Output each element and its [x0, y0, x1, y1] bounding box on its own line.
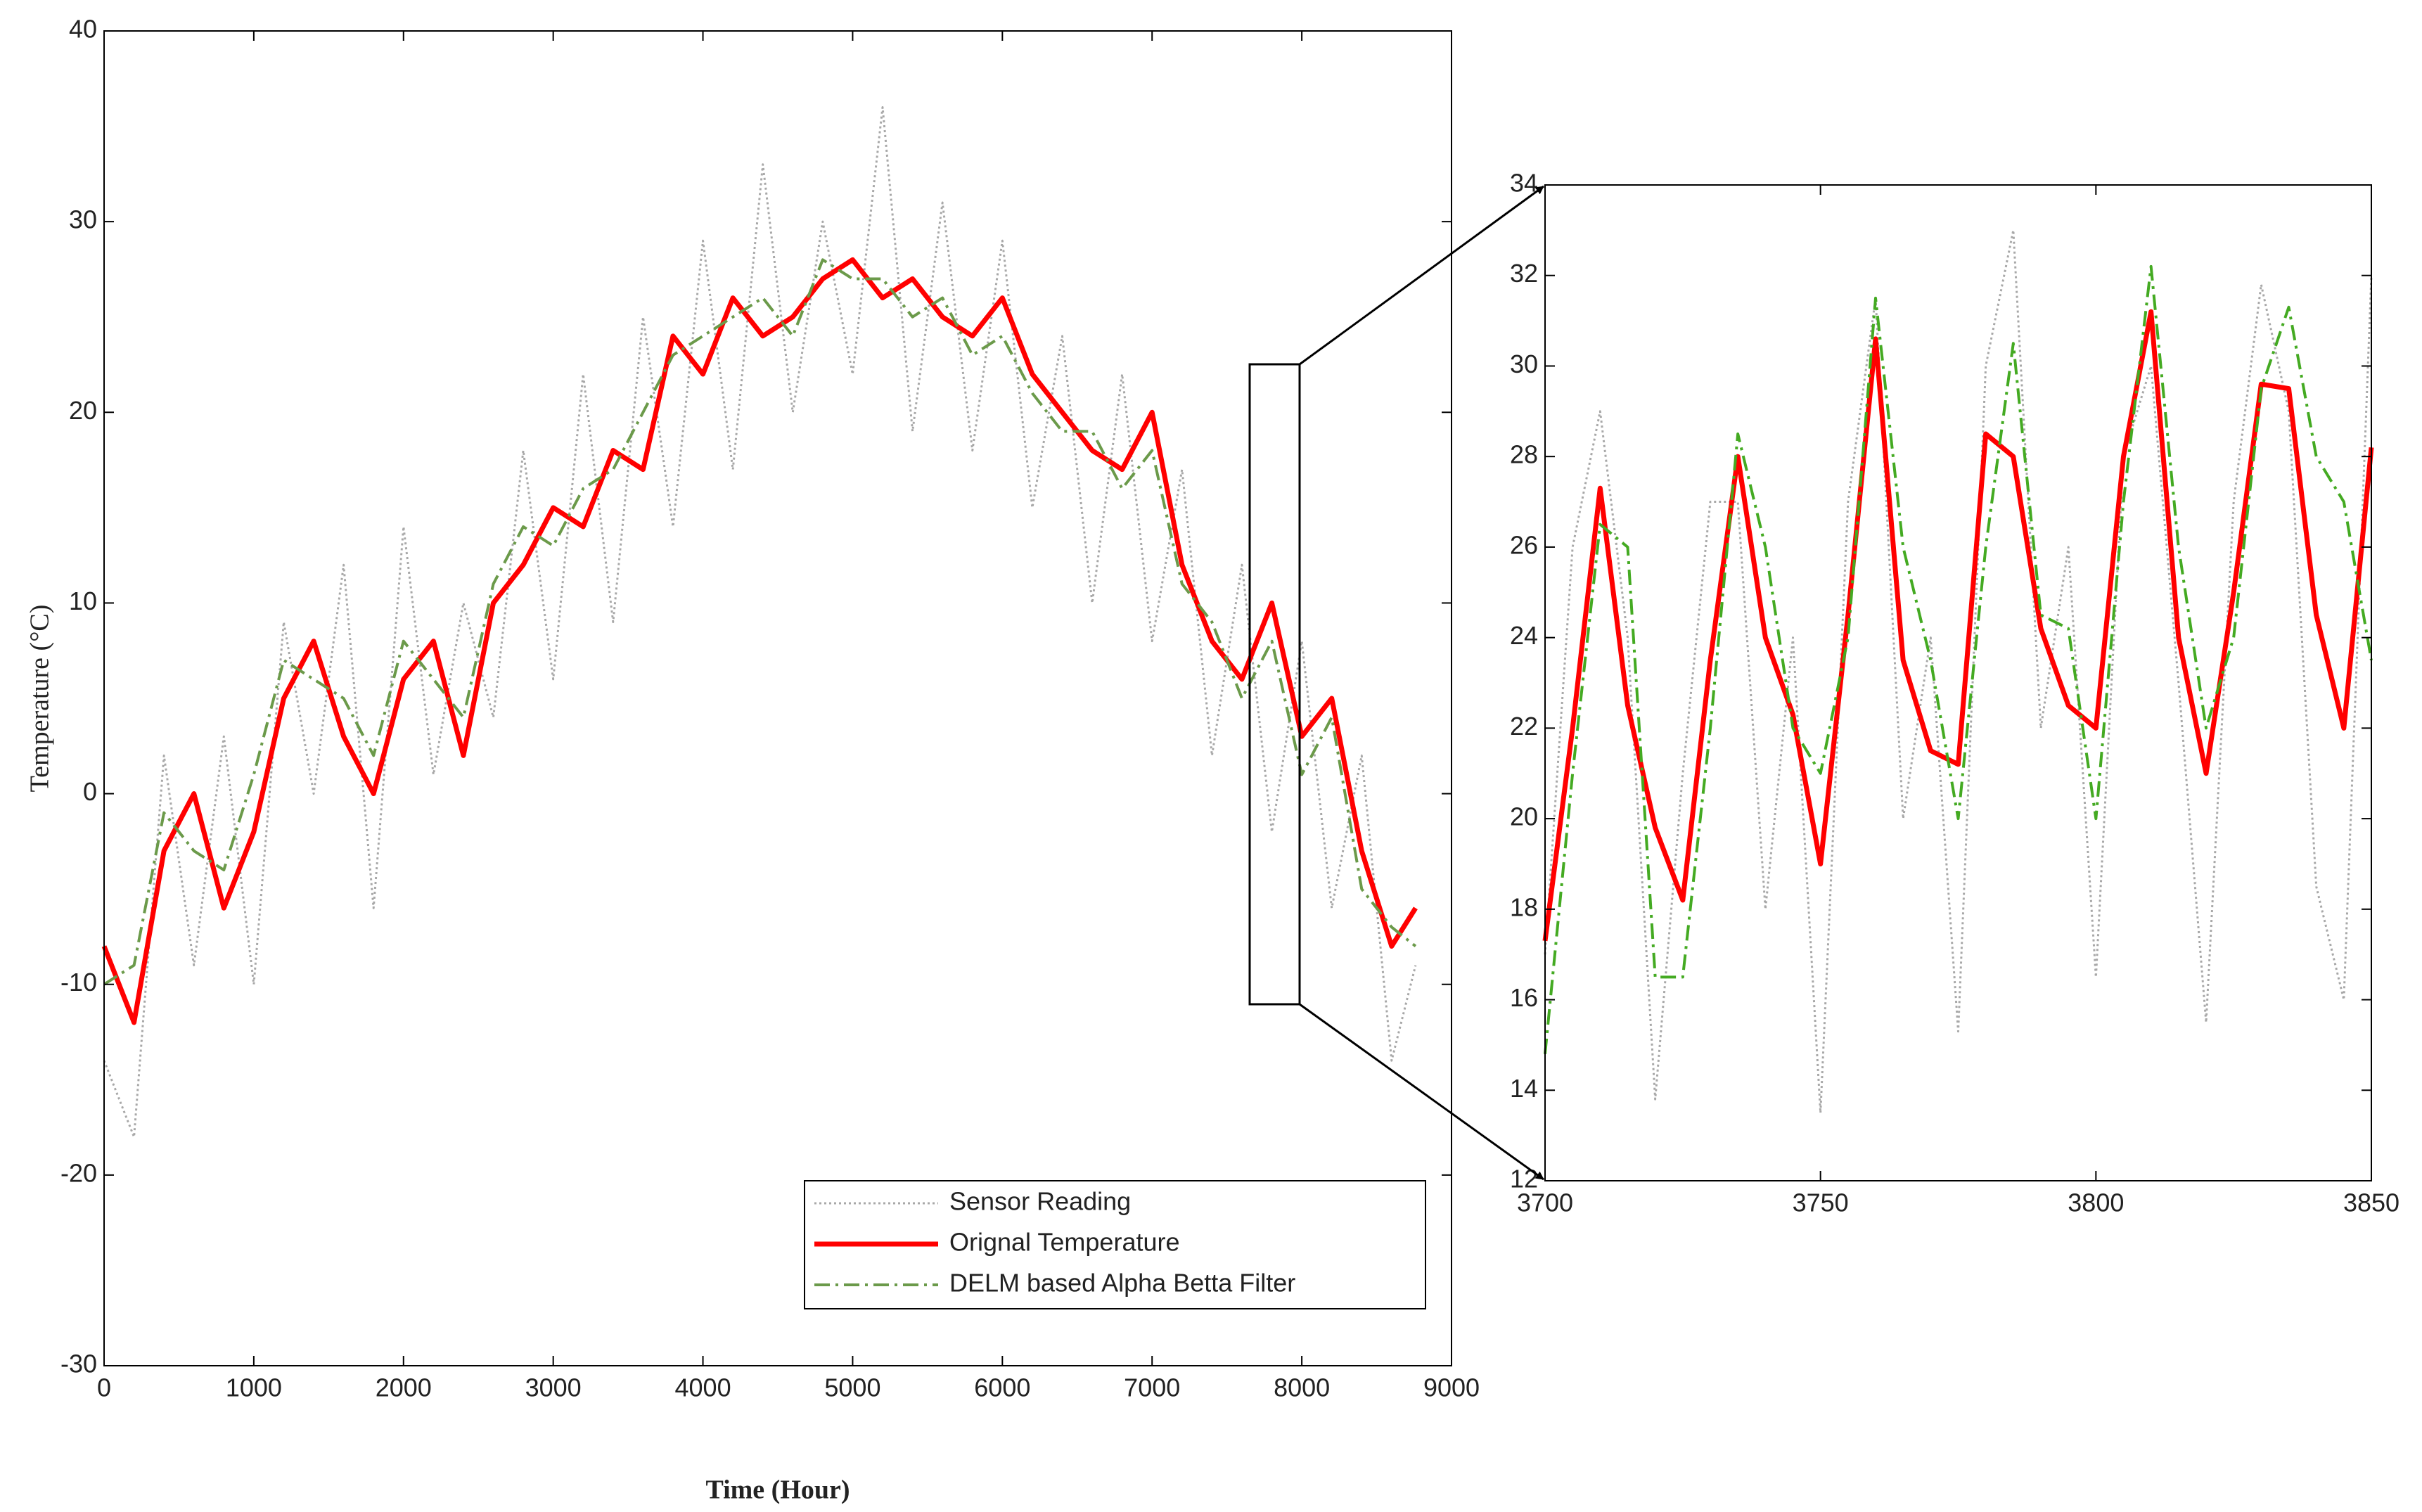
- y-tick-label: 10: [69, 587, 97, 615]
- plot-frame: [1544, 184, 2372, 1181]
- x-tick-label: 5000: [824, 1373, 880, 1402]
- y-tick-label: 32: [1510, 259, 1538, 288]
- data-line: [103, 105, 1417, 1139]
- y-tick-label: 28: [1510, 440, 1538, 469]
- y-tick-label: 20: [1510, 802, 1538, 831]
- y-tick-label: 30: [1510, 350, 1538, 378]
- data-line: [103, 258, 1417, 986]
- plot-area: [1545, 185, 2371, 1181]
- y-tick-label: 22: [1510, 712, 1538, 741]
- x-axis-label: Time (Hour): [705, 1475, 850, 1505]
- x-tick-label: 2000: [376, 1373, 432, 1402]
- x-tick-label: 3000: [525, 1373, 582, 1402]
- y-tick-label: 34: [1510, 169, 1538, 198]
- x-tick-label: 9000: [1423, 1373, 1480, 1402]
- zoom-box: [1248, 363, 1301, 1006]
- data-line: [1542, 309, 2374, 942]
- data-line: [1544, 229, 2373, 1114]
- x-tick-label: 1000: [226, 1373, 282, 1402]
- x-tick-label: 3800: [2068, 1189, 2124, 1217]
- x-tick-label: 3850: [2343, 1189, 2399, 1217]
- x-tick-label: 3700: [1517, 1189, 1573, 1217]
- data-line: [101, 257, 1418, 1025]
- x-tick-label: 7000: [1124, 1373, 1180, 1402]
- x-tick-label: 8000: [1274, 1373, 1330, 1402]
- y-tick-label: 30: [69, 205, 97, 234]
- y-tick-label: 20: [69, 396, 97, 425]
- y-tick-label: 0: [83, 777, 97, 806]
- y-tick-label: 16: [1510, 983, 1538, 1012]
- data-line: [1544, 264, 2373, 1054]
- y-tick-label: 24: [1510, 621, 1538, 650]
- x-tick-label: 4000: [675, 1373, 731, 1402]
- y-tick-label: 18: [1510, 892, 1538, 921]
- plot-area: [104, 31, 1452, 1366]
- y-axis-label: Temperature (°C): [25, 605, 55, 793]
- y-tick-label: -30: [60, 1350, 97, 1378]
- y-tick-label: 40: [69, 15, 97, 44]
- plot-frame: [103, 30, 1452, 1366]
- zoom-arrow: [1299, 185, 1544, 366]
- y-tick-label: -20: [60, 1158, 97, 1187]
- legend-label: Sensor Reading: [949, 1187, 1131, 1216]
- y-tick-label: 14: [1510, 1074, 1538, 1103]
- x-tick-label: 6000: [974, 1373, 1030, 1402]
- y-tick-label: -10: [60, 968, 97, 997]
- zoom-arrow: [1299, 1003, 1544, 1181]
- legend-label: DELM based Alpha Betta Filter: [949, 1269, 1295, 1298]
- x-tick-label: 3750: [1793, 1189, 1849, 1217]
- y-tick-label: 26: [1510, 530, 1538, 559]
- legend-label: Orignal Temperature: [949, 1228, 1180, 1257]
- y-tick-label: 12: [1510, 1165, 1538, 1193]
- x-tick-label: 0: [97, 1373, 111, 1402]
